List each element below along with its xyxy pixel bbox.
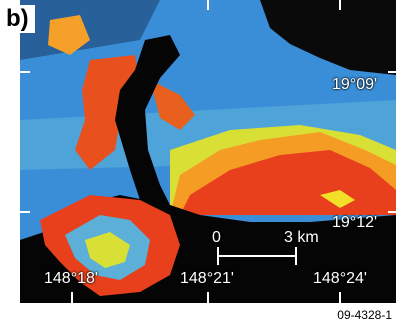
- bright-patch: [320, 190, 355, 208]
- channel-fringe-high: [150, 80, 195, 130]
- upper-right-dark-area: [260, 0, 396, 75]
- latitude-label: 19°12': [332, 214, 378, 231]
- figure-id: 09-4328-1: [337, 308, 392, 322]
- longitude-label: 148°24': [313, 270, 367, 287]
- scale-bar: [217, 247, 297, 265]
- latitude-label: 19°09': [332, 76, 378, 93]
- mudflat-mid-zone: [85, 232, 130, 268]
- colour-coded-image: [20, 0, 396, 303]
- estuary-left-high: [75, 55, 140, 170]
- scale-bar-end-label: 3 km: [284, 229, 319, 246]
- graticule-ticks: [20, 0, 396, 303]
- scale-bar-start-label: 0: [212, 229, 221, 246]
- longitude-label: 148°21': [180, 270, 234, 287]
- map-panel: 19°09' 19°12' 148°18' 148°21' 148°24' 0 …: [20, 0, 396, 303]
- longitude-label: 148°18': [44, 270, 98, 287]
- river-channel: [115, 35, 180, 205]
- estuary-upper-orange: [48, 15, 90, 55]
- panel-label: b): [3, 5, 35, 33]
